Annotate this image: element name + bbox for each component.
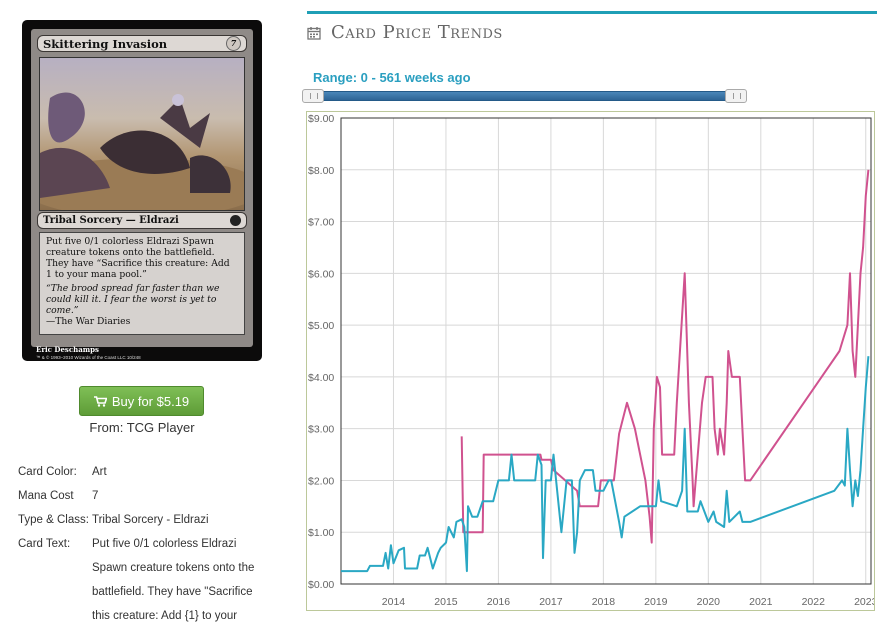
mana-symbol: 7 — [226, 36, 241, 51]
card-text-box: Put five 0/1 colorless Eldrazi Spawn cre… — [39, 232, 245, 335]
card-artist: Eric Deschamps — [36, 345, 99, 354]
detail-row-mana-cost: Mana Cost 7 — [18, 484, 272, 508]
cart-icon — [93, 395, 107, 407]
x-tick-label: 2022 — [802, 596, 826, 608]
range-label: Range: 0 - 561 weeks ago — [313, 70, 471, 85]
card-art — [39, 57, 245, 211]
detail-key: Card Color: — [18, 466, 77, 478]
plot-border — [340, 117, 872, 585]
buy-button[interactable]: Buy for $5.19 — [79, 386, 204, 416]
series-line-2 — [341, 356, 870, 573]
card-image: Skittering Invasion 7 Tribal Sorcery — E… — [22, 20, 262, 361]
x-tick-label: 2015 — [434, 596, 458, 608]
plot-area — [340, 117, 872, 585]
detail-row-color: Card Color: Art — [18, 460, 272, 484]
detail-row-type: Type & Class: Tribal Sorcery - Eldrazi — [18, 508, 272, 532]
price-chart: $0.00 $1.00 $2.00 $3.00 $4.00 $5.00 $6.00 $7.00… — [308, 113, 877, 608]
detail-value: Art — [92, 466, 107, 478]
card-flavor-attribution: —The War Diaries — [46, 316, 131, 327]
detail-key: Mana Cost — [18, 490, 74, 502]
x-tick-label: 2019 — [644, 596, 668, 608]
slider-handle-start[interactable] — [302, 89, 324, 103]
card-legal: ™ & © 1993–2010 Wizards of the Coast LLC… — [36, 355, 141, 360]
detail-value: Put five 0/1 colorless Eldrazi Spawn cre… — [92, 538, 255, 622]
card-name-bar: Skittering Invasion 7 — [37, 35, 247, 52]
y-tick-label: $2.00 — [308, 475, 334, 487]
slider-handle-end[interactable] — [725, 89, 747, 103]
chart-series — [341, 169, 870, 573]
chart-grid — [340, 117, 872, 585]
y-axis: $0.00 $1.00 $2.00 $3.00 $4.00 $5.00 $6.00 $7.00… — [308, 113, 334, 591]
section-divider — [307, 11, 877, 14]
y-tick-label: $6.00 — [308, 268, 334, 280]
x-tick-label: 2023 — [854, 596, 874, 608]
x-axis: 2014 2015 2016 2017 2018 2019 2020 2021 2022 2023 — [382, 596, 877, 608]
price-trends-heading: Card Price Trends — [307, 22, 503, 43]
buy-button-label: Buy for $5.19 — [111, 393, 190, 409]
detail-value: 7 — [92, 490, 99, 502]
y-tick-label: $9.00 — [308, 113, 334, 125]
card-type-bar: Tribal Sorcery — Eldrazi — [37, 212, 247, 229]
buy-source: From: TCG Player — [89, 420, 195, 435]
x-tick-label: 2017 — [539, 596, 563, 608]
x-tick-label: 2016 — [487, 596, 511, 608]
y-tick-label: $3.00 — [308, 424, 334, 436]
calendar-icon — [307, 26, 321, 40]
set-symbol-icon — [230, 215, 241, 226]
eldrazi-art-illustration — [40, 92, 244, 210]
range-slider[interactable] — [302, 89, 747, 103]
x-tick-label: 2020 — [697, 596, 721, 608]
card-frame: Skittering Invasion 7 Tribal Sorcery — E… — [31, 29, 253, 347]
y-tick-label: $5.00 — [308, 320, 334, 332]
x-tick-label: 2018 — [592, 596, 616, 608]
x-tick-label: 2021 — [749, 596, 773, 608]
card-name: Skittering Invasion — [43, 36, 168, 51]
card-flavor-text: “The brood spread far faster than we cou… — [46, 283, 220, 316]
card-type-line: Tribal Sorcery — Eldrazi — [43, 215, 179, 226]
detail-row-card-text: Card Text: Put five 0/1 colorless Eldraz… — [18, 532, 272, 628]
y-tick-label: $4.00 — [308, 372, 334, 384]
detail-key: Card Text: — [18, 538, 71, 550]
detail-value: Tribal Sorcery - Eldrazi — [92, 514, 209, 526]
detail-key: Type & Class: — [18, 514, 89, 526]
card-details: Card Color: Art Mana Cost 7 Type & Class… — [18, 460, 272, 628]
card-rules-text: Put five 0/1 colorless Eldrazi Spawn cre… — [46, 236, 230, 280]
slider-range-fill — [312, 91, 737, 101]
x-tick-label: 2014 — [382, 596, 406, 608]
y-tick-label: $0.00 — [308, 579, 334, 591]
y-tick-label: $8.00 — [308, 165, 334, 177]
price-trends-title: Card Price Trends — [331, 22, 503, 43]
price-chart-container: $0.00 $1.00 $2.00 $3.00 $4.00 $5.00 $6.00 $7.00… — [306, 111, 877, 611]
y-tick-label: $7.00 — [308, 217, 334, 229]
y-tick-label: $1.00 — [308, 527, 334, 539]
